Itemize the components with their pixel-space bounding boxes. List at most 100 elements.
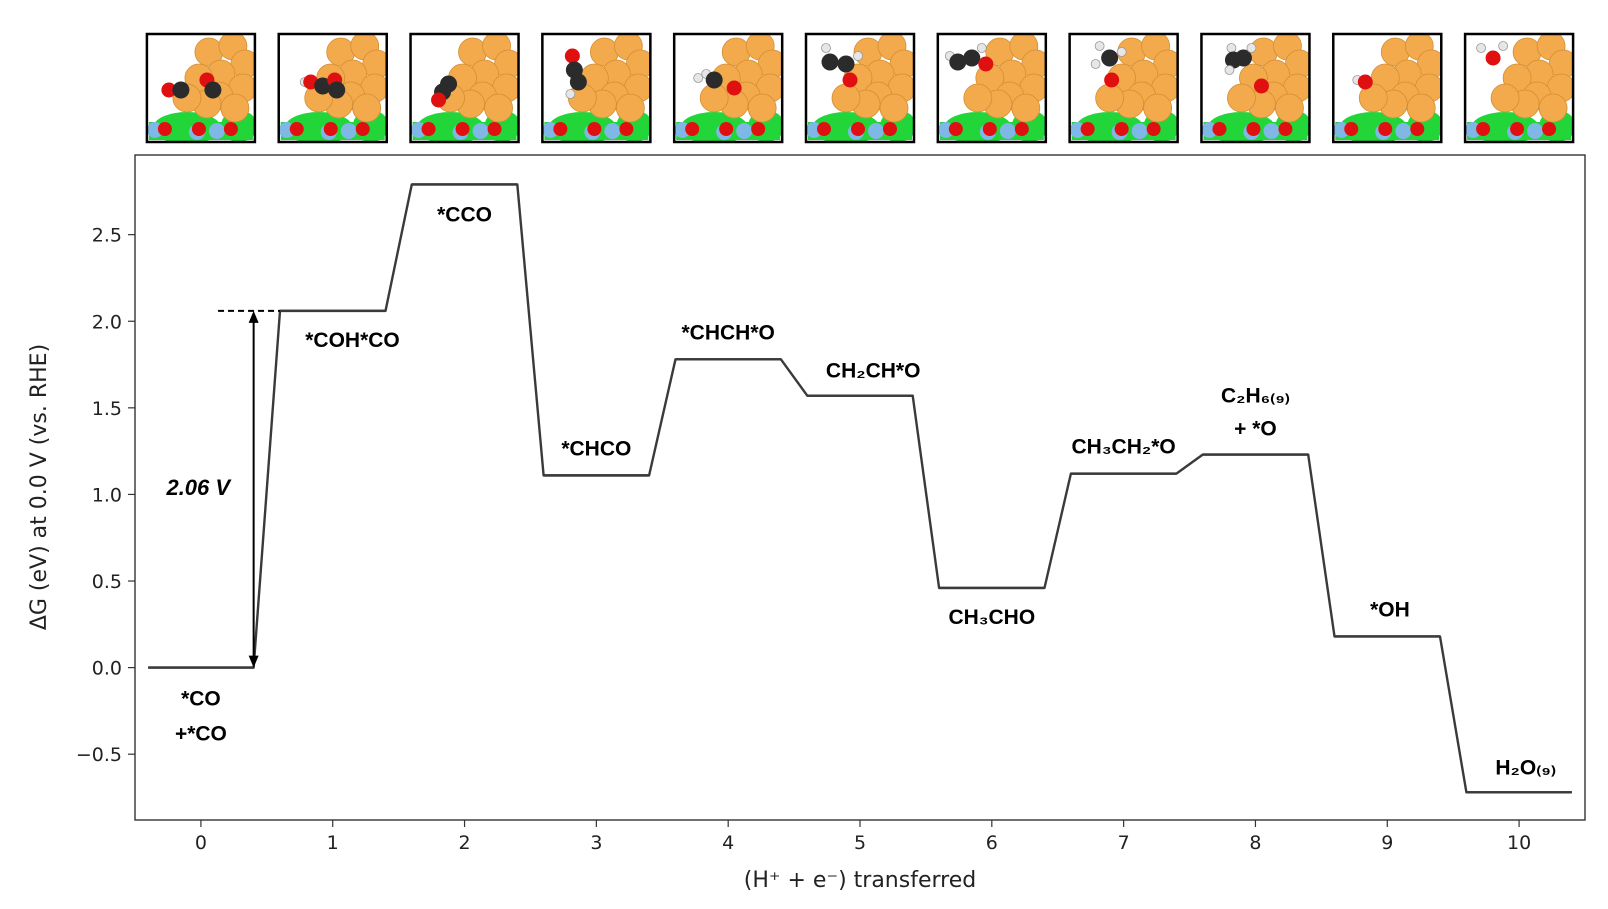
thumbnail-frame [1200,32,1311,144]
metal-atom [1406,93,1436,123]
lattice-oxygen [1212,122,1227,136]
lattice-oxygen [685,122,700,136]
support-atom [999,123,1016,139]
state-label: + *O [1234,418,1277,441]
adsorbate-atom [821,43,831,53]
structure-thumbnail [804,32,916,144]
structure-thumbnail [1068,32,1179,144]
metal-atom [1358,83,1388,113]
adsorbate-atom [842,72,858,88]
x-tick-label: 0 [195,832,207,854]
y-tick-label: 1.0 [92,484,122,506]
adsorbate-atom [976,43,987,53]
lattice-oxygen [323,122,338,136]
adsorbate-atom [569,73,587,91]
lattice-oxygen [751,122,766,136]
adsorbate-atom [693,73,704,83]
thumbnail-frame [804,32,916,144]
energy-profile-series [148,183,1572,794]
support-atom [1131,123,1148,139]
x-axis-label: (H⁺ + e⁻) transferred [744,868,976,893]
lattice-oxygen [719,122,734,136]
state-label: *CCO [437,203,492,226]
lattice-oxygen [289,122,304,136]
plot-frame [134,154,1586,821]
support-atom [868,123,884,139]
adsorbate-atom [1234,49,1252,67]
x-tick-label: 6 [986,832,998,854]
adsorbate-atom [564,48,580,64]
energy-profile-line [148,183,1572,794]
lattice-oxygen [1114,122,1129,136]
x-tick-label: 3 [590,832,602,854]
adsorbate-atom [853,51,863,61]
lattice-oxygen [1510,122,1525,136]
thumbnail-frame [1068,32,1179,144]
metal-atom [1227,83,1256,113]
support-atom [1527,123,1544,139]
lattice-oxygen [421,122,436,136]
state-label: *CHCH*O [682,321,775,344]
adsorbate-atom [1476,43,1486,53]
metal-atom [615,93,645,123]
lattice-oxygen [487,122,502,136]
state-label: CH₂CH*O [826,360,921,383]
metal-atom [831,83,861,113]
structure-thumbnail [409,32,520,144]
state-label: H₂O₍₉₎ [1495,756,1556,779]
thumbnail-frame [672,32,784,144]
thumbnail-frame [936,32,1048,144]
state-label: *OH [1370,598,1410,621]
lattice-oxygen [455,122,470,136]
x-tick-label: 5 [854,832,866,854]
lattice-oxygen [157,122,172,136]
adsorbate-atom [161,82,177,98]
lattice-oxygen [1014,122,1029,136]
metal-atom [1275,93,1304,123]
adsorbate-atom [1090,59,1101,69]
state-label: CH₃CHO [948,606,1035,629]
lattice-oxygen [553,122,568,136]
x-tick-label: 4 [722,832,734,854]
metal-atom [1538,93,1568,123]
adsorbate-atom [1253,78,1269,94]
axis-ticks: 0 1 2 3 4 5 6 7 8 9 10 −0.5 0.0 0.5 1.0 1.5 2.0 2.5 [76,225,1531,854]
thumbnail-frame [277,32,388,144]
metal-atom [352,93,382,123]
lattice-oxygen [1344,122,1359,136]
lattice-oxygen [191,122,206,136]
adsorbate-atom [705,71,723,89]
lattice-oxygen [1080,122,1095,136]
lattice-oxygen [1146,122,1161,136]
structure-thumbnail [672,32,784,144]
metal-atom [1143,93,1173,123]
x-tick-label: 8 [1249,832,1261,854]
thumbnail-frame [1332,32,1443,144]
support-atom [340,123,357,139]
structure-thumbnail [1200,32,1311,144]
adsorbate-atom [565,89,576,99]
adsorbate-atom [1104,72,1120,88]
y-tick-label: −0.5 [76,744,122,766]
structure-thumbnail [541,32,652,144]
x-tick-label: 2 [458,832,470,854]
metal-atom [1490,83,1520,113]
support-atom [472,123,489,139]
state-label: C₂H₆₍₉₎ [1221,385,1290,408]
lattice-oxygen [817,122,831,136]
adsorbate-atom [1485,50,1501,66]
lattice-oxygen [883,122,897,136]
thumbnail-frame [541,32,652,144]
adsorbate-atom [963,49,981,67]
adsorbate-atom [1224,65,1235,75]
y-tick-label: 2.5 [92,225,122,247]
y-tick-label: 0.0 [92,658,122,680]
adsorbate-atom [204,81,222,99]
adsorbate-atom [431,92,447,108]
adsorbate-atom [837,55,855,73]
metal-atom [220,93,250,123]
thumbnail-frame [1463,32,1575,144]
adsorbate-atom [1246,43,1257,53]
structure-thumbnail [1332,32,1443,144]
adsorbate-atom [821,53,839,71]
